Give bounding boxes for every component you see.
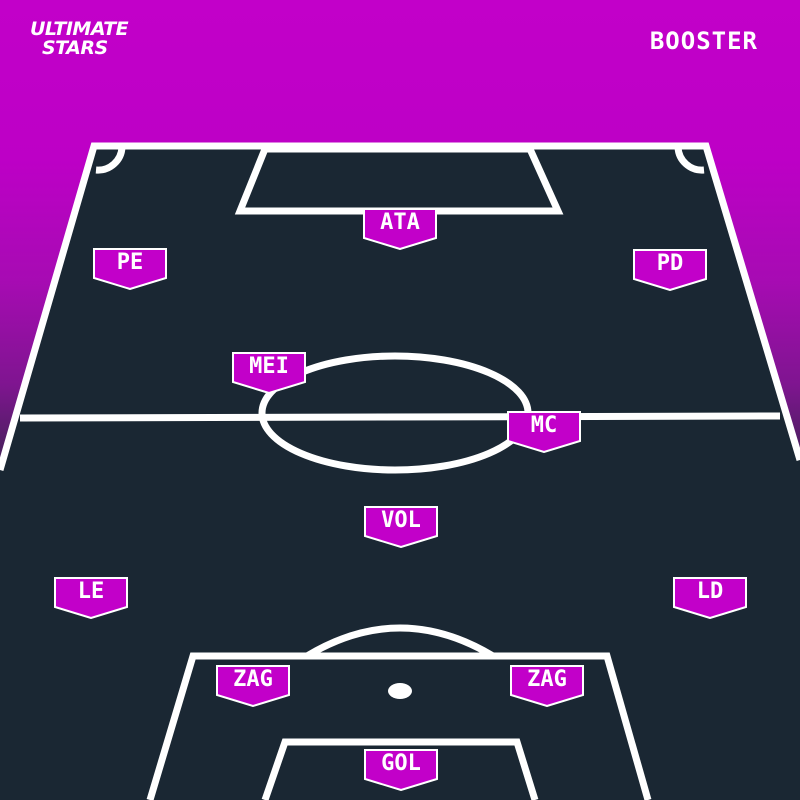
badge-shape: [232, 352, 306, 394]
position-label: PE: [116, 250, 144, 275]
badge-shape: [510, 665, 584, 707]
bottom-penalty-arc: [305, 624, 495, 659]
corner-arc-left: [95, 146, 126, 174]
position-label: ZAG: [233, 667, 273, 692]
position-label: MEI: [249, 354, 289, 379]
position-label: LD: [696, 579, 724, 604]
bottom-goal-area: [261, 738, 539, 800]
ultimate-stars-logo: ULTIMATE STARS: [30, 20, 140, 58]
badge-shape: [54, 577, 128, 619]
position-pd[interactable]: PD: [633, 249, 707, 291]
position-vol[interactable]: VOL: [364, 506, 438, 548]
badge-shape: [673, 577, 747, 619]
position-le[interactable]: LE: [54, 577, 128, 619]
badge-shape: [363, 208, 437, 250]
logo-line-1: ULTIMATE: [30, 18, 129, 40]
position-label: MC: [530, 413, 558, 438]
position-label: GOL: [381, 751, 421, 776]
badge-shape: [364, 749, 438, 791]
booster-label: BOOSTER: [649, 27, 758, 55]
penalty-spot: [388, 683, 412, 699]
badge-shape: [93, 248, 167, 290]
logo-line-2: STARS: [42, 37, 108, 59]
position-ata[interactable]: ATA: [363, 208, 437, 250]
bottom-penalty-area: [146, 652, 652, 800]
top-penalty-area: [234, 145, 564, 215]
position-label: VOL: [381, 508, 421, 533]
position-zag-left[interactable]: ZAG: [216, 665, 290, 707]
position-mei[interactable]: MEI: [232, 352, 306, 394]
corner-arc-right: [674, 146, 705, 174]
position-label: ATA: [380, 210, 420, 235]
position-label: ZAG: [527, 667, 567, 692]
position-ld[interactable]: LD: [673, 577, 747, 619]
position-pe[interactable]: PE: [93, 248, 167, 290]
position-mc[interactable]: MC: [507, 411, 581, 453]
position-gol[interactable]: GOL: [364, 749, 438, 791]
badge-shape: [364, 506, 438, 548]
badge-shape: [633, 249, 707, 291]
position-label: PD: [656, 251, 684, 276]
badge-shape: [216, 665, 290, 707]
badge-shape: [507, 411, 581, 453]
position-label: LE: [77, 579, 105, 604]
position-zag-right[interactable]: ZAG: [510, 665, 584, 707]
halfway-line: [19, 412, 781, 422]
